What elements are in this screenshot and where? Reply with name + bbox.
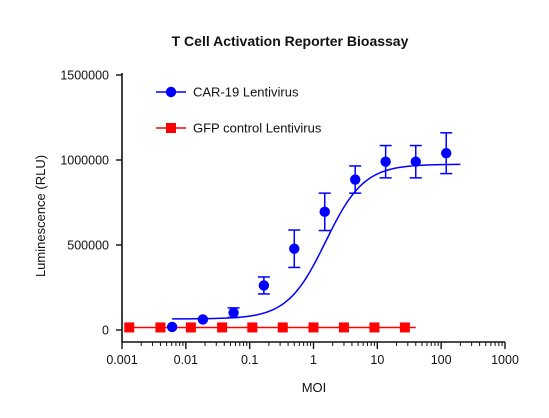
legend-label: GFP control Lentivirus: [193, 121, 322, 136]
y-tick-label: 0: [102, 324, 109, 338]
data-point: [247, 322, 258, 333]
data-point: [277, 322, 288, 333]
x-tick-label: 0.001: [106, 353, 137, 367]
data-point: [410, 156, 421, 167]
data-point: [369, 322, 380, 333]
x-tick-label: 0.1: [241, 353, 258, 367]
data-point: [185, 322, 196, 333]
axes: 0 500000 1000000 1500000 0.001 0.01 0.1 1 10 100 1…: [60, 69, 519, 368]
plot-area: [124, 132, 461, 333]
data-point: [197, 314, 209, 325]
y-axis-label: Luminescence (RLU): [33, 155, 48, 277]
data-point: [289, 243, 300, 254]
y-tick-label: 500000: [67, 239, 109, 253]
x-tick-label: 10: [370, 353, 384, 367]
data-point: [380, 156, 391, 167]
data-point: [124, 322, 135, 333]
legend-marker: [165, 86, 177, 98]
data-point: [166, 321, 178, 333]
data-point: [319, 206, 330, 218]
x-tick-label: 1000: [491, 353, 519, 367]
chart-title: T Cell Activation Reporter Bioassay: [172, 33, 409, 49]
data-point: [308, 322, 319, 333]
legend-label: CAR-19 Lentivirus: [193, 85, 299, 100]
data-point: [217, 322, 228, 333]
fit-curve-series-1: [172, 163, 461, 320]
data-point: [338, 322, 349, 333]
y-tick-label: 1500000: [60, 69, 109, 83]
x-tick-label: 1: [310, 353, 317, 367]
legend: CAR-19 Lentivirus GFP control Lentivirus: [156, 85, 322, 136]
x-tick-label: 0.01: [174, 353, 198, 367]
y-tick-label: 1000000: [60, 154, 109, 168]
data-point: [155, 322, 166, 333]
data-point: [228, 307, 239, 318]
x-axis-label: MOI: [302, 380, 327, 395]
x-tick-label: 100: [431, 353, 452, 367]
data-point: [441, 148, 452, 159]
data-point: [349, 174, 361, 185]
data-point: [258, 280, 270, 291]
data-point: [399, 322, 410, 333]
legend-marker: [166, 123, 176, 133]
